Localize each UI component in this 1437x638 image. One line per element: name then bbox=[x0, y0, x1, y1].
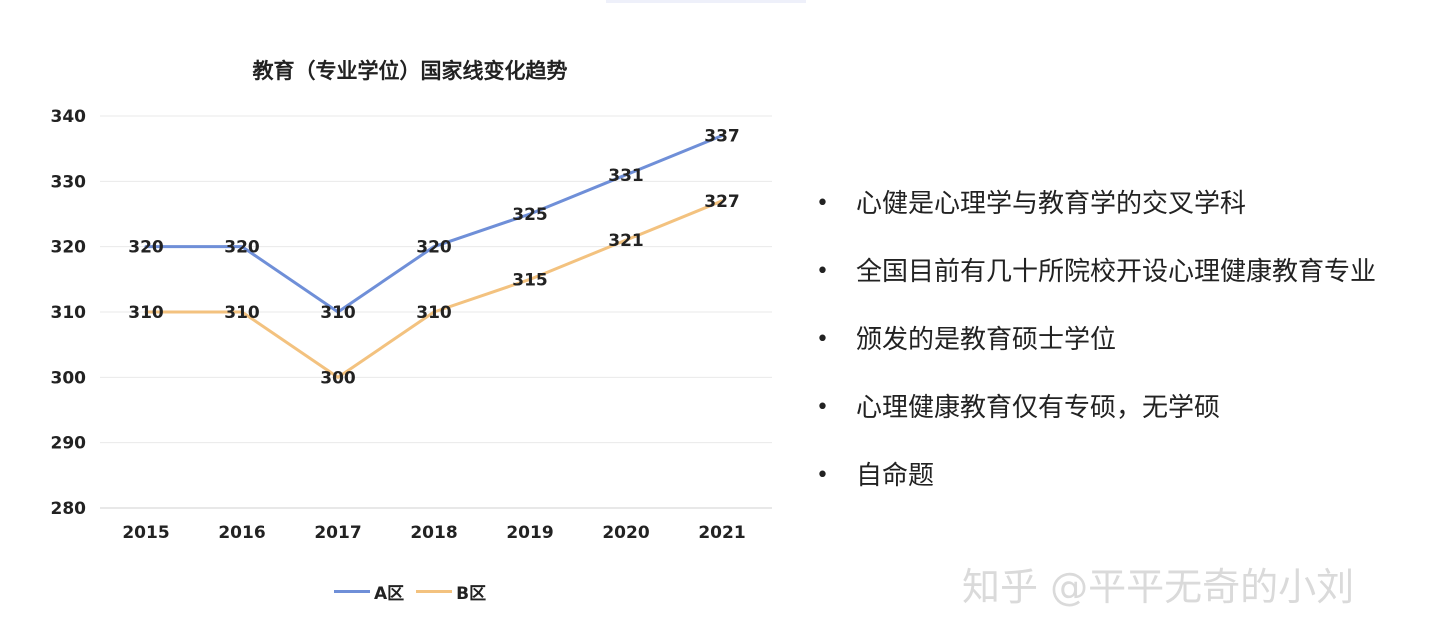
y-tick-label: 330 bbox=[51, 172, 87, 192]
watermark: 知乎 @平平无奇的小刘 bbox=[962, 565, 1355, 609]
legend-item: B区 bbox=[416, 579, 486, 604]
bullet-dot-icon: • bbox=[816, 191, 829, 216]
data-label: 325 bbox=[512, 205, 548, 225]
data-label: 310 bbox=[416, 303, 452, 323]
data-label: 320 bbox=[224, 238, 260, 258]
bullet-dot-icon: • bbox=[816, 463, 829, 488]
bullet-text: 全国目前有几十所院校开设心理健康教育专业 bbox=[856, 257, 1377, 287]
top-tab-indicator bbox=[606, 0, 806, 3]
y-tick-label: 290 bbox=[51, 434, 87, 454]
bullet-dot-icon: • bbox=[816, 259, 829, 284]
x-tick-label: 2017 bbox=[314, 523, 361, 543]
data-label: 337 bbox=[704, 127, 740, 147]
bullet-text: 心健是心理学与教育学的交叉学科 bbox=[856, 189, 1247, 219]
chart-plot-area: 280 290 300 310 320 330 340 2015 2016 2017 2018 201… bbox=[51, 107, 772, 543]
bullet-item: • 自命题 bbox=[816, 458, 1436, 526]
data-label: 327 bbox=[704, 192, 740, 212]
x-tick-label: 2016 bbox=[218, 523, 265, 543]
y-tick-label: 280 bbox=[51, 499, 87, 519]
series-line-0 bbox=[144, 134, 724, 314]
data-label: 310 bbox=[224, 303, 260, 323]
chart-legend: A区 B区 bbox=[334, 578, 498, 604]
x-tick-label: 2018 bbox=[410, 523, 457, 543]
data-label: 321 bbox=[608, 231, 644, 251]
y-tick-label: 320 bbox=[51, 238, 87, 258]
bullet-list: • 心健是心理学与教育学的交叉学科 • 全国目前有几十所院校开设心理健康教育专业 • 颁发… bbox=[816, 186, 1436, 526]
bullet-item: • 颁发的是教育硕士学位 bbox=[816, 322, 1436, 390]
data-label: 300 bbox=[320, 368, 356, 388]
bullet-text: 自命题 bbox=[856, 461, 935, 491]
x-tick-label: 2021 bbox=[698, 523, 745, 543]
data-label: 310 bbox=[128, 303, 164, 323]
chart-title: 教育（专业学位）国家线变化趋势 bbox=[252, 59, 568, 83]
y-tick-label: 300 bbox=[51, 368, 87, 388]
bullet-dot-icon: • bbox=[816, 327, 829, 352]
x-tick-label: 2020 bbox=[602, 523, 649, 543]
legend-swatch bbox=[416, 589, 453, 593]
data-label: 320 bbox=[128, 238, 164, 258]
legend-item: A区 bbox=[334, 579, 404, 604]
series-line-1 bbox=[144, 199, 724, 379]
bullet-item: • 心健是心理学与教育学的交叉学科 bbox=[816, 186, 1436, 254]
bullet-item: • 心理健康教育仅有专硕，无学硕 bbox=[816, 390, 1436, 458]
bullet-text: 颁发的是教育硕士学位 bbox=[856, 325, 1117, 355]
bullet-item: • 全国目前有几十所院校开设心理健康教育专业 bbox=[816, 254, 1436, 322]
legend-label: B区 bbox=[456, 583, 487, 604]
x-tick-label: 2015 bbox=[122, 523, 169, 543]
data-label: 320 bbox=[416, 238, 452, 258]
bullet-text: 心理健康教育仅有专硕，无学硕 bbox=[856, 393, 1221, 423]
x-tick-label: 2019 bbox=[506, 523, 553, 543]
bullet-dot-icon: • bbox=[816, 395, 829, 420]
legend-label: A区 bbox=[374, 583, 405, 604]
y-tick-label: 310 bbox=[51, 303, 87, 323]
y-tick-label: 340 bbox=[51, 107, 87, 127]
data-label: 331 bbox=[608, 166, 644, 186]
data-label: 315 bbox=[512, 270, 548, 290]
legend-swatch bbox=[334, 589, 370, 593]
data-label: 310 bbox=[320, 303, 356, 323]
line-chart: 教育（专业学位）国家线变化趋势 280 290 300 310 320 330 340 201… bbox=[51, 59, 772, 604]
